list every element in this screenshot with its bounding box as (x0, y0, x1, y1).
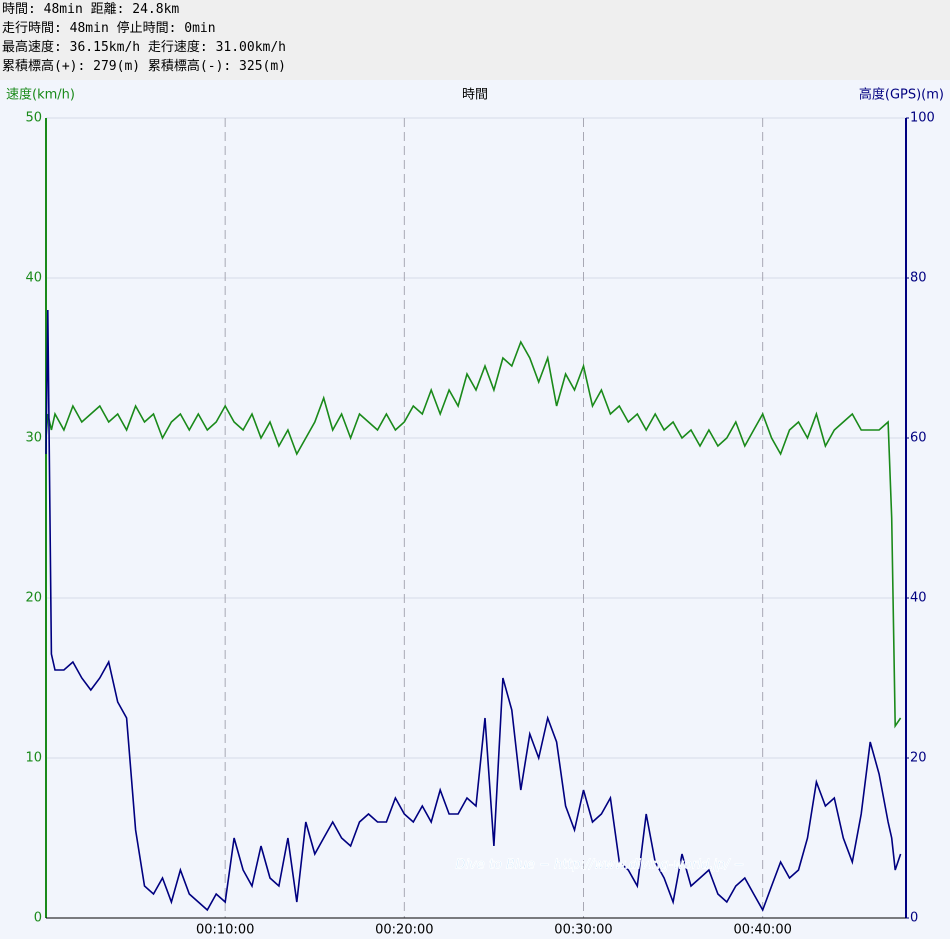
summary-header: 時間: 48min 距離: 24.8km 走行時間: 48min 停止時間: 0… (0, 0, 950, 80)
x-tick-label: 00:10:00 (196, 923, 254, 938)
y-axis-label: 速度(km/h) (6, 87, 75, 103)
y-tick-label: 40 (25, 271, 42, 286)
y-tick-label: 20 (25, 591, 42, 606)
summary-line: 累積標高(+): 279(m) 累積標高(-): 325(m) (2, 59, 287, 74)
x-tick-label: 00:20:00 (375, 923, 433, 938)
y2-tick-label: 20 (910, 751, 927, 766)
y-tick-label: 50 (25, 111, 42, 126)
summary-line: 時間: 48min 距離: 24.8km (2, 2, 180, 17)
series-line (45, 309, 902, 912)
y-tick-label: 10 (25, 751, 42, 766)
series-line (45, 340, 902, 729)
y-tick-label: 30 (25, 431, 42, 446)
x-axis-label: 時間 (462, 88, 488, 103)
x-tick-label: 00:40:00 (733, 923, 791, 938)
y2-axis-label: 高度(GPS)(m) (859, 87, 944, 103)
x-tick-label: 00:30:00 (554, 923, 612, 938)
y2-tick-label: 80 (910, 271, 927, 286)
watermark: Dive to Blue − http://www.diving-world.j… (455, 858, 744, 873)
summary-line: 最高速度: 36.15km/h 走行速度: 31.00km/h (2, 40, 287, 55)
y-tick-label: 0 (34, 911, 42, 926)
y2-tick-label: 100 (910, 111, 935, 126)
y2-tick-label: 40 (910, 591, 927, 606)
summary-line: 走行時間: 48min 停止時間: 0min (2, 21, 216, 36)
y2-tick-label: 0 (910, 911, 918, 926)
y2-tick-label: 60 (910, 431, 927, 446)
